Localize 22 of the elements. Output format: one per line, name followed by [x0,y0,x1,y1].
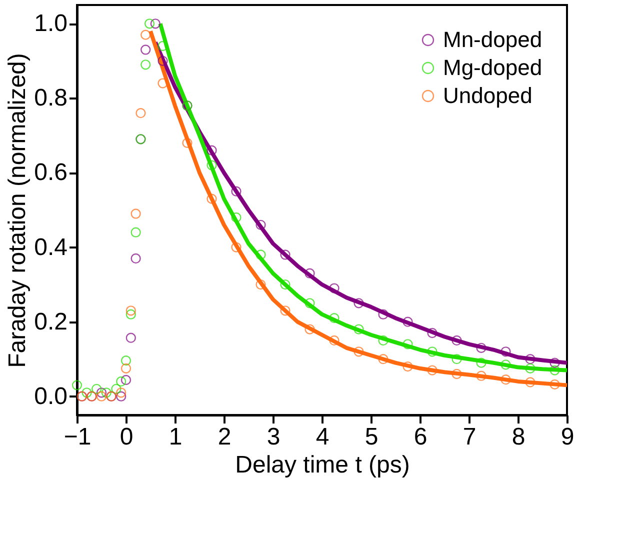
x-axis-title: Delay time t (ps) [235,452,410,478]
x-tick-label: 4 [316,424,330,450]
x-tick-label: 2 [218,424,232,450]
legend-label: Undoped [443,83,532,108]
y-axis-title: Faraday rotation (normalized) [4,53,32,368]
x-tick-label: 9 [560,424,574,450]
y-tick-label: 0.2 [34,308,68,336]
x-tick-label: 3 [266,424,280,450]
legend-label: Mn-doped [443,27,542,52]
x-tick-label: 1 [168,424,182,450]
x-tick-label: −1 [64,424,92,450]
y-tick-label: 1.0 [34,10,68,38]
legend-label: Mg-doped [443,55,542,80]
x-tick-label: 0 [120,424,134,450]
x-tick-label: 5 [364,424,378,450]
x-tick-label: 6 [414,424,428,450]
y-tick-label: 0.4 [34,234,68,261]
y-tick-label: 0.6 [34,159,68,186]
x-tick-label: 7 [462,424,476,450]
y-tick-label: 0.0 [34,382,68,410]
x-tick-label: 8 [512,424,526,450]
y-tick-label: 0.8 [34,84,68,112]
